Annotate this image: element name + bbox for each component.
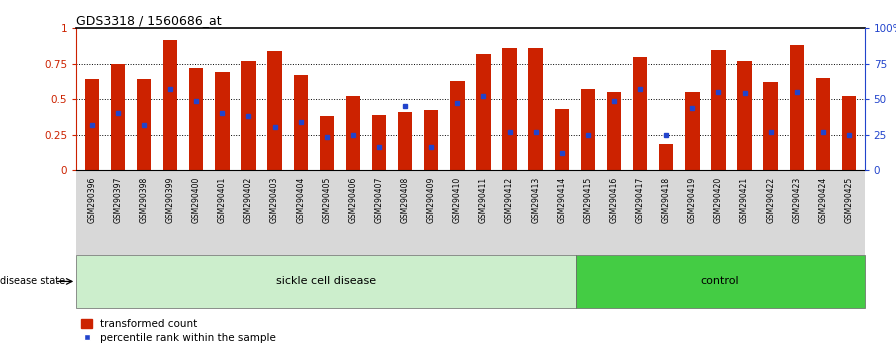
Text: GSM290408: GSM290408 bbox=[401, 177, 409, 223]
Bar bbox=[685, 92, 700, 170]
Bar bbox=[789, 45, 804, 170]
Text: GSM290404: GSM290404 bbox=[297, 177, 306, 223]
Text: GSM290422: GSM290422 bbox=[766, 177, 775, 223]
Text: GDS3318 / 1560686_at: GDS3318 / 1560686_at bbox=[76, 14, 222, 27]
Text: GSM290417: GSM290417 bbox=[635, 177, 644, 223]
Text: GSM290397: GSM290397 bbox=[114, 177, 123, 223]
Bar bbox=[503, 48, 517, 170]
Bar bbox=[241, 61, 255, 170]
Text: GSM290411: GSM290411 bbox=[479, 177, 488, 223]
Bar bbox=[633, 57, 647, 170]
Text: GSM290402: GSM290402 bbox=[244, 177, 253, 223]
Bar bbox=[581, 89, 595, 170]
Bar bbox=[555, 109, 569, 170]
Bar bbox=[267, 51, 281, 170]
Bar bbox=[294, 75, 308, 170]
Bar bbox=[450, 81, 464, 170]
Text: GSM290406: GSM290406 bbox=[349, 177, 358, 223]
Text: GSM290419: GSM290419 bbox=[688, 177, 697, 223]
Text: GSM290403: GSM290403 bbox=[270, 177, 279, 223]
Bar bbox=[815, 78, 830, 170]
Text: GSM290405: GSM290405 bbox=[323, 177, 332, 223]
Text: GSM290418: GSM290418 bbox=[662, 177, 671, 223]
Bar bbox=[607, 92, 621, 170]
Bar bbox=[398, 112, 412, 170]
Bar bbox=[842, 96, 857, 170]
Text: control: control bbox=[701, 276, 739, 286]
Bar bbox=[137, 79, 151, 170]
Text: GSM290412: GSM290412 bbox=[505, 177, 514, 223]
Bar bbox=[529, 48, 543, 170]
Text: GSM290407: GSM290407 bbox=[375, 177, 383, 223]
Text: GSM290396: GSM290396 bbox=[87, 177, 97, 223]
Bar bbox=[215, 72, 229, 170]
Bar bbox=[372, 115, 386, 170]
Text: GSM290425: GSM290425 bbox=[844, 177, 854, 223]
Text: sickle cell disease: sickle cell disease bbox=[276, 276, 376, 286]
Text: GSM290410: GSM290410 bbox=[452, 177, 461, 223]
Legend: transformed count, percentile rank within the sample: transformed count, percentile rank withi… bbox=[82, 319, 276, 343]
Bar bbox=[737, 61, 752, 170]
Bar bbox=[659, 144, 674, 170]
Bar bbox=[763, 82, 778, 170]
Text: GSM290416: GSM290416 bbox=[609, 177, 618, 223]
Bar bbox=[189, 68, 203, 170]
Text: GSM290413: GSM290413 bbox=[531, 177, 540, 223]
FancyBboxPatch shape bbox=[76, 255, 575, 308]
Bar bbox=[84, 79, 99, 170]
Text: GSM290398: GSM290398 bbox=[140, 177, 149, 223]
Text: GSM290415: GSM290415 bbox=[583, 177, 592, 223]
Text: GSM290414: GSM290414 bbox=[557, 177, 566, 223]
Text: GSM290421: GSM290421 bbox=[740, 177, 749, 223]
Text: GSM290424: GSM290424 bbox=[818, 177, 827, 223]
Text: GSM290399: GSM290399 bbox=[166, 177, 175, 223]
Text: GSM290409: GSM290409 bbox=[426, 177, 435, 223]
Text: GSM290400: GSM290400 bbox=[192, 177, 201, 223]
Bar bbox=[346, 96, 360, 170]
Bar bbox=[111, 64, 125, 170]
Bar bbox=[711, 50, 726, 170]
Bar bbox=[320, 116, 334, 170]
Bar bbox=[477, 54, 491, 170]
Text: GSM290420: GSM290420 bbox=[714, 177, 723, 223]
Bar bbox=[424, 110, 438, 170]
Bar bbox=[163, 40, 177, 170]
Text: GSM290423: GSM290423 bbox=[792, 177, 801, 223]
Text: disease state: disease state bbox=[0, 276, 65, 286]
FancyBboxPatch shape bbox=[575, 255, 865, 308]
Text: GSM290401: GSM290401 bbox=[218, 177, 227, 223]
